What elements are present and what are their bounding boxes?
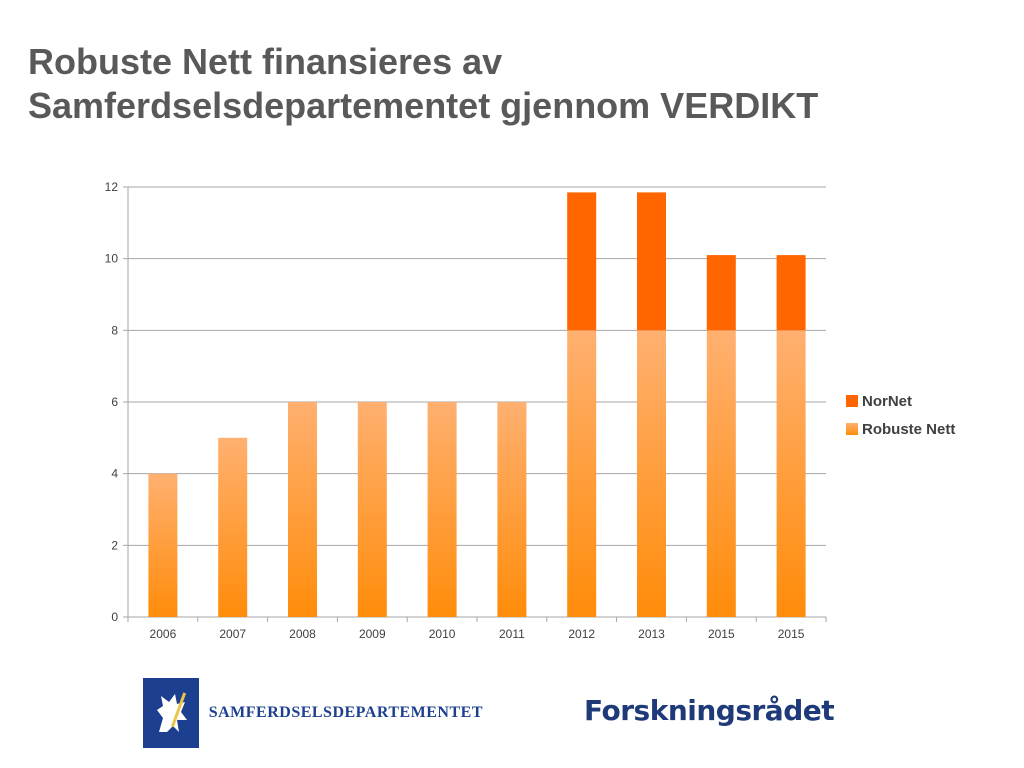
bar-robuste-nett-2008 (288, 402, 317, 617)
title-line-1: Robuste Nett finansieres av (28, 41, 503, 82)
bar-nornet-2013 (637, 192, 666, 331)
axes (123, 186, 827, 622)
x-tick-label: 2012 (568, 627, 595, 641)
legend-swatch-nornet (846, 395, 858, 407)
bar-robuste-nett-2015 (776, 330, 806, 617)
y-tick-label: 4 (111, 467, 118, 481)
ministry-name: SAMFERDSELSDEPARTEMENTET (208, 704, 483, 721)
legend-label-nornet: NorNet (862, 392, 913, 410)
x-tick-label: 2015 (708, 627, 735, 641)
bar-robuste-nett-2015 (706, 330, 736, 617)
y-tick-label: 8 (111, 323, 118, 337)
bar-robuste-nett-2010 (427, 402, 457, 617)
y-tick-label: 6 (111, 395, 118, 409)
slide-title: Robuste Nett finansieres av Samferdselsd… (28, 40, 988, 128)
legend-swatch-robuste-nett (846, 423, 858, 435)
x-tick-label: 2008 (289, 627, 316, 641)
bars (148, 192, 806, 617)
legend-item-nornet: NorNet (846, 387, 955, 415)
bar-robuste-nett-2013 (637, 330, 666, 617)
lion-crest-icon (143, 678, 199, 748)
x-tick-label: 2015 (778, 627, 805, 641)
x-tick-label: 2010 (429, 627, 456, 641)
legend-item-robuste-nett: Robuste Nett (846, 415, 955, 443)
y-tick-label: 2 (111, 538, 118, 552)
research-council-name: Forskningsrådet (584, 693, 835, 727)
bar-robuste-nett-2009 (357, 402, 387, 617)
research-council-logo: Forskningsrådet (578, 688, 835, 732)
bar-robuste-nett-2006 (148, 473, 178, 617)
ministry-logo: SAMFERDSELSDEPARTEMENTET (143, 678, 483, 748)
tick-labels: 0 2 4 6 8 10 12 2006 2007 2008 2009 2010 2011 2012 201… (105, 180, 805, 641)
x-tick-label: 2007 (219, 627, 246, 641)
chart-legend: NorNet Robuste Nett (846, 387, 955, 443)
y-tick-label: 0 (111, 610, 118, 624)
legend-label-robuste-nett: Robuste Nett (862, 420, 956, 438)
bar-nornet-2015 (706, 255, 736, 331)
bar-robuste-nett-2012 (567, 330, 597, 617)
x-tick-label: 2006 (150, 627, 177, 641)
y-tick-label: 12 (105, 180, 119, 194)
title-line-2: Samferdselsdepartementet gjennom VERDIKT (28, 85, 819, 126)
x-tick-label: 2013 (638, 627, 665, 641)
y-tick-label: 10 (105, 252, 119, 266)
bar-robuste-nett-2011 (497, 402, 527, 617)
bar-nornet-2015 (776, 255, 806, 331)
bar-robuste-nett-2007 (218, 437, 248, 617)
x-tick-label: 2011 (499, 627, 525, 641)
bar-nornet-2012 (567, 192, 597, 331)
x-tick-label: 2009 (359, 627, 386, 641)
